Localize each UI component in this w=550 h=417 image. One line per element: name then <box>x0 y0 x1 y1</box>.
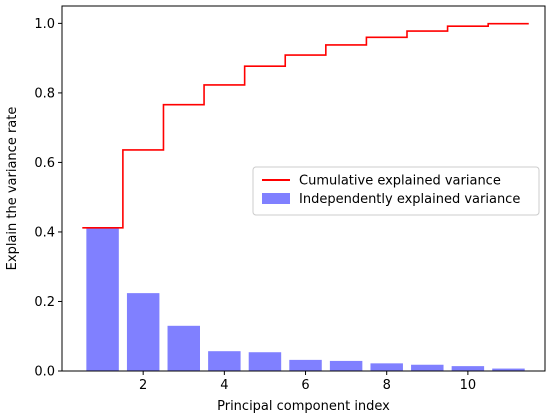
bar-component-6 <box>289 359 322 371</box>
x-tick-label-2: 2 <box>139 378 147 393</box>
plot-frame <box>61 5 546 372</box>
bar-component-2 <box>126 293 160 371</box>
y-tick-label-3: 0.6 <box>34 156 55 171</box>
bar-component-4 <box>208 351 241 371</box>
y-tick-label-5: 1.0 <box>34 17 55 32</box>
y-axis-label: Explain the variance rate <box>5 107 20 271</box>
x-tick-label-8: 8 <box>383 378 391 393</box>
legend-independent-swatch <box>262 193 290 204</box>
bar-component-10 <box>451 366 485 371</box>
step-layer <box>82 22 529 229</box>
x-axis-label: Principal component index <box>217 399 390 414</box>
y-tick-label-4: 0.8 <box>34 86 55 101</box>
legend-box <box>252 166 540 216</box>
x-tick-label-10: 10 <box>460 378 477 393</box>
legend: Cumulative explained variance Independen… <box>252 166 540 216</box>
y-tick-label-2: 0.4 <box>34 225 55 240</box>
bar-component-11 <box>492 368 525 371</box>
legend-cumulative-label: Cumulative explained variance <box>299 174 501 189</box>
bar-component-5 <box>248 352 282 371</box>
bar-component-8 <box>370 363 403 371</box>
x-tick-label-6: 6 <box>301 378 309 393</box>
x-axis-ticks: 2 4 6 8 10 <box>139 371 476 393</box>
bar-component-7 <box>329 360 363 371</box>
bars-layer <box>86 227 525 371</box>
bar-component-3 <box>167 325 200 371</box>
y-tick-label-0: 0.0 <box>34 365 55 380</box>
y-axis-ticks: 0.0 0.2 0.4 0.6 0.8 1.0 <box>34 17 62 380</box>
bar-component-1 <box>86 227 119 371</box>
legend-independent-label: Independently explained variance <box>299 192 520 207</box>
cumulative-step-line <box>82 22 529 229</box>
y-tick-label-1: 0.2 <box>34 295 55 310</box>
x-tick-label-4: 4 <box>220 378 228 393</box>
bar-component-9 <box>411 364 444 371</box>
